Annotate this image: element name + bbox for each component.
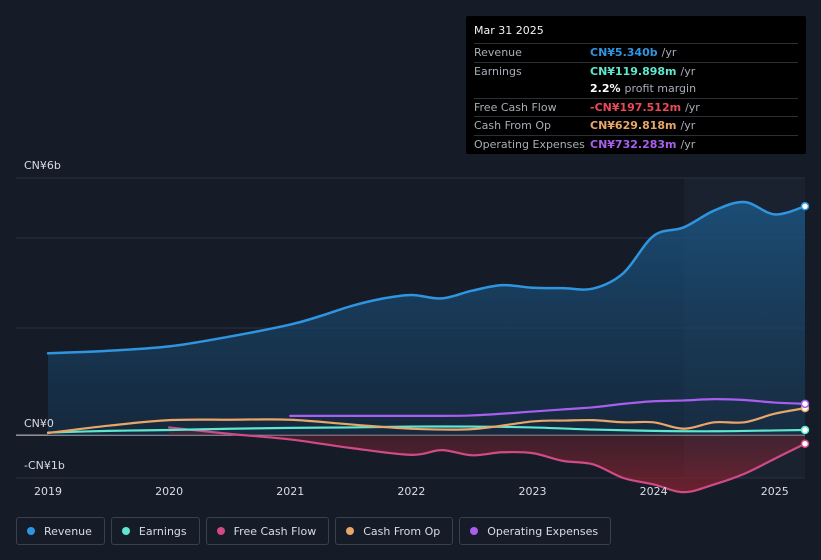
tooltip-unit: /yr bbox=[680, 137, 696, 151]
x-tick-label: 2024 bbox=[640, 485, 668, 498]
y-tick-label: -CN¥1b bbox=[24, 459, 65, 472]
tooltip-unit: /yr bbox=[680, 119, 696, 133]
tooltip-value: CN¥629.818m bbox=[590, 119, 677, 133]
legend-label: Earnings bbox=[138, 524, 187, 538]
x-tick-label: 2022 bbox=[397, 485, 425, 498]
tooltip-value: CN¥732.283m bbox=[590, 137, 677, 151]
free-cash-flow-area bbox=[169, 427, 805, 493]
tooltip-unit: profit margin bbox=[624, 82, 697, 96]
tooltip-row-earnings: Earnings CN¥119.898m /yr bbox=[474, 61, 798, 81]
legend-dot-icon bbox=[470, 527, 479, 535]
legend: Revenue Earnings Free Cash Flow Cash Fro… bbox=[16, 517, 612, 545]
tooltip-row-margin: 2.2% profit margin bbox=[474, 80, 798, 98]
legend-dot-icon bbox=[216, 527, 225, 535]
x-tick-label: 2020 bbox=[155, 485, 183, 498]
earnings-end-point bbox=[800, 425, 810, 435]
y-tick-label: CN¥0 bbox=[24, 417, 54, 430]
free-cash-flow-end-point bbox=[800, 439, 810, 448]
x-tick-label: 2025 bbox=[761, 485, 789, 498]
legend-dot-icon bbox=[121, 527, 130, 535]
legend-label: Free Cash Flow bbox=[233, 524, 317, 538]
legend-dot-icon bbox=[346, 527, 355, 535]
legend-label: Cash From Op bbox=[363, 524, 441, 538]
tooltip-value: CN¥119.898m bbox=[590, 64, 677, 78]
x-tick-label: 2021 bbox=[276, 485, 304, 498]
operating-expenses-end-point bbox=[800, 399, 810, 409]
legend-dot-icon bbox=[27, 527, 35, 535]
legend-item-operating-expenses[interactable]: Operating Expenses bbox=[459, 517, 612, 545]
legend-item-revenue[interactable]: Revenue bbox=[16, 517, 105, 545]
revenue-line bbox=[46, 200, 807, 355]
x-tick-label: 2023 bbox=[518, 485, 546, 498]
revenue-end-point bbox=[800, 202, 810, 211]
tooltip-row-cash-from-op: Cash From Op CN¥629.818m /yr bbox=[474, 116, 798, 135]
tooltip-label: Revenue bbox=[474, 46, 522, 60]
tooltip-label: Free Cash Flow bbox=[474, 100, 557, 114]
legend-item-earnings[interactable]: Earnings bbox=[110, 517, 200, 545]
legend-label: Revenue bbox=[44, 524, 92, 538]
revenue-area bbox=[48, 201, 805, 436]
legend-item-free-cash-flow[interactable]: Free Cash Flow bbox=[205, 517, 330, 545]
tooltip-value: CN¥5.340b bbox=[590, 46, 658, 60]
tooltip-row-revenue: Revenue CN¥5.340b /yr bbox=[474, 43, 798, 62]
free-cash-flow-line bbox=[168, 426, 807, 494]
tooltip-label: Cash From Op bbox=[474, 119, 552, 133]
operating-expenses-line bbox=[289, 398, 807, 417]
x-tick-label: 2019 bbox=[34, 485, 62, 498]
legend-item-cash-from-op[interactable]: Cash From Op bbox=[335, 517, 454, 545]
tooltip-row-operating-expenses: Operating Expenses CN¥732.283m /yr bbox=[474, 134, 798, 154]
earnings-line bbox=[46, 425, 807, 434]
legend-label: Operating Expenses bbox=[487, 524, 599, 538]
tooltip-unit: /yr bbox=[685, 100, 700, 114]
tooltip-value: -CN¥197.512m bbox=[590, 100, 682, 114]
y-tick-label: CN¥6b bbox=[24, 159, 61, 172]
tooltip: Mar 31 2025 Revenue CN¥5.340b /yr Earnin… bbox=[466, 16, 806, 154]
tooltip-label: Earnings bbox=[474, 64, 522, 78]
tooltip-unit: /yr bbox=[661, 46, 677, 60]
tooltip-unit: /yr bbox=[680, 64, 696, 78]
tooltip-label: Operating Expenses bbox=[474, 137, 585, 151]
tooltip-date: Mar 31 2025 bbox=[474, 24, 544, 37]
tooltip-row-free-cash-flow: Free Cash Flow -CN¥197.512m /yr bbox=[474, 97, 798, 117]
cash-from-op-line bbox=[46, 407, 807, 435]
tooltip-value: 2.2% bbox=[590, 82, 621, 96]
